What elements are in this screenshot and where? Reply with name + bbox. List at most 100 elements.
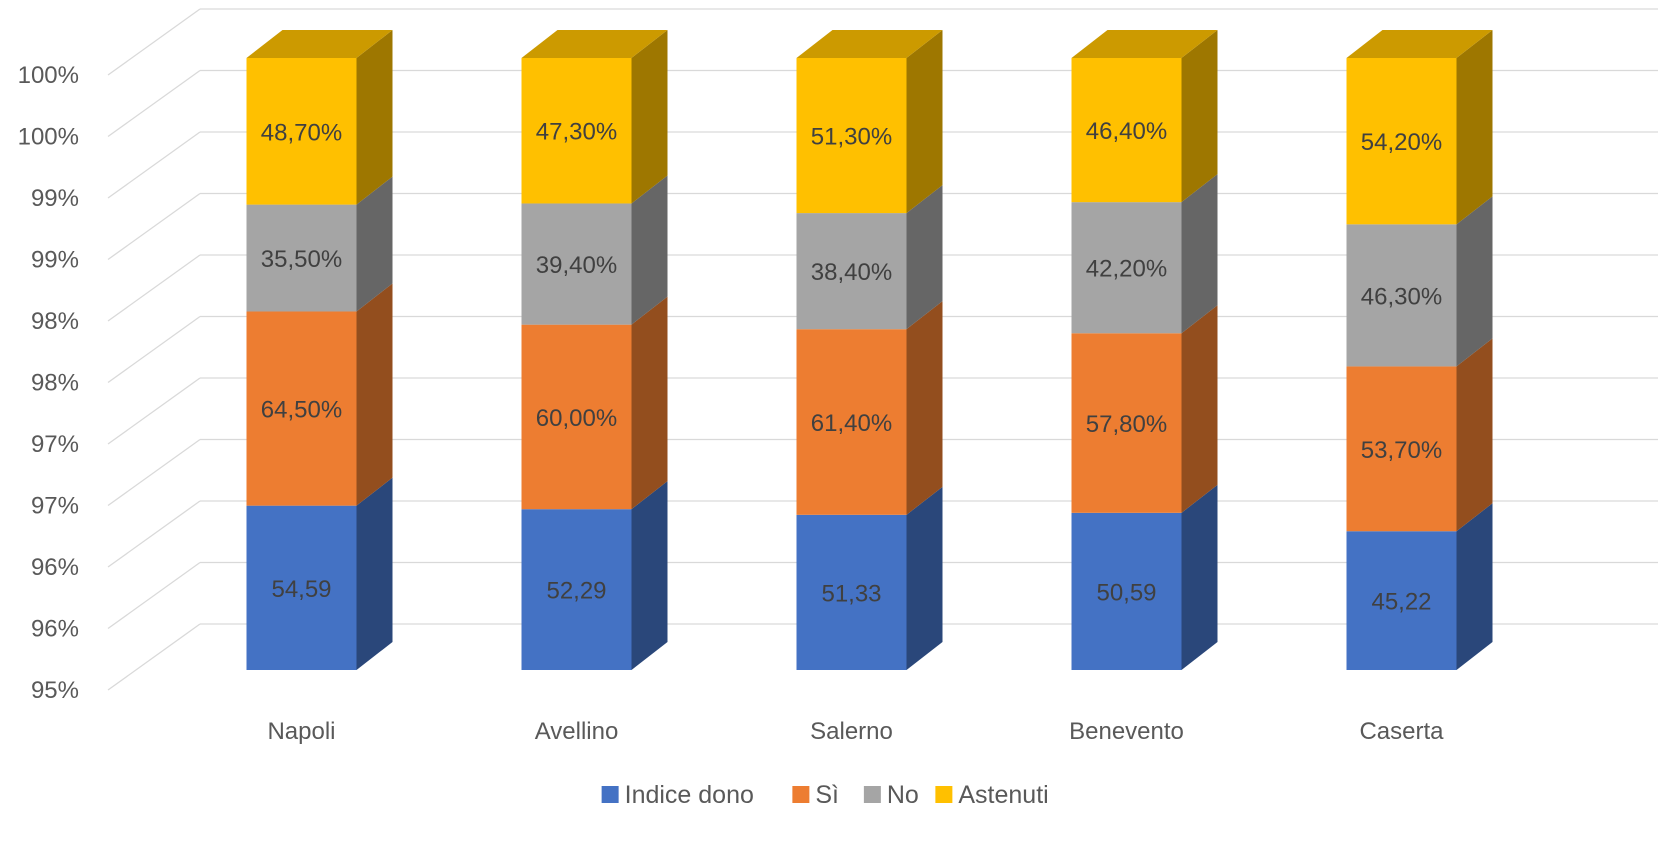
bar-stack: 45,22 53,70% 46,30% 54,20% — [1346, 30, 1493, 670]
data-label: 54,59 — [271, 576, 331, 603]
gridline-side — [107, 438, 201, 507]
legend: Indice dono Sì No Astenuti — [601, 781, 1049, 809]
bar-front — [521, 203, 632, 325]
data-label: 61,40% — [811, 410, 892, 437]
bar-front — [246, 505, 357, 670]
bar-side — [356, 477, 393, 670]
bar-stack: 54,59 64,50% 35,50% 48,70% — [246, 30, 393, 670]
legend-swatch — [792, 786, 810, 803]
bar-segment — [521, 30, 668, 204]
data-label: 46,30% — [1361, 283, 1442, 310]
data-label: 50,59 — [1096, 579, 1156, 606]
bar-segment — [521, 481, 668, 670]
bar-side — [906, 30, 943, 214]
gridline-side — [107, 315, 201, 384]
legend-label: No — [887, 781, 919, 809]
bar-front — [246, 58, 357, 205]
legend-item: Sì — [792, 781, 839, 809]
bar-front — [1346, 366, 1457, 532]
bar-side — [1456, 338, 1493, 532]
gridline-side — [107, 254, 201, 322]
bar-front — [796, 213, 907, 330]
bar-side — [906, 185, 943, 330]
bar-side — [356, 176, 393, 312]
bar-stack: 51,33 61,40% 38,40% 51,30% — [796, 30, 943, 670]
legend-swatch — [601, 786, 619, 803]
bar-stack: 50,59 57,80% 42,20% 46,40% — [1071, 30, 1218, 670]
bar-segment — [796, 486, 943, 670]
y-tick-label: 100% — [18, 62, 79, 89]
bar-top — [521, 30, 668, 58]
data-label: 54,20% — [1361, 129, 1442, 156]
gridline-side — [107, 192, 201, 261]
bar-front — [796, 329, 907, 515]
y-tick-label: 98% — [31, 370, 79, 397]
bar-side — [906, 486, 943, 670]
data-label: 53,70% — [1361, 437, 1442, 464]
bar-side — [356, 30, 393, 205]
bar-segment — [521, 175, 668, 325]
gridline-side — [107, 131, 201, 199]
data-label: 42,20% — [1086, 256, 1167, 283]
bars: 54,59 64,50% 35,50% 48,70% 52,29 60,00% 39,40%… — [246, 30, 1493, 670]
data-label: 48,70% — [261, 119, 342, 146]
data-label: 35,50% — [261, 246, 342, 273]
gridline-side — [107, 561, 201, 630]
legend-swatch — [863, 786, 881, 803]
data-label: 51,30% — [811, 124, 892, 151]
bar-segment — [1071, 174, 1218, 334]
bar-side — [906, 301, 943, 515]
y-tick-label: 98% — [31, 308, 79, 335]
gridline-side — [107, 8, 201, 76]
bar-side — [1456, 503, 1493, 670]
legend-label: Indice dono — [625, 781, 754, 809]
x-tick-label: Benevento — [1069, 718, 1184, 745]
y-tick-label: 96% — [31, 616, 79, 643]
bar-side — [1181, 174, 1218, 334]
y-tick-label: 100% — [18, 124, 79, 151]
legend-item: No — [863, 781, 919, 809]
bar-segment — [796, 185, 943, 330]
bar-side — [631, 175, 668, 325]
data-label: 39,40% — [536, 252, 617, 279]
bar-front — [1346, 58, 1457, 225]
bar-front — [521, 509, 632, 670]
bar-side — [631, 296, 668, 510]
bar-segment — [1071, 30, 1218, 203]
bar-segment — [521, 296, 668, 510]
y-tick-label: 99% — [31, 185, 79, 212]
bar-side — [1181, 484, 1218, 670]
bar-segment — [1071, 484, 1218, 670]
bar-segment — [1346, 338, 1493, 532]
bar-segment — [246, 283, 393, 506]
bar-top — [1346, 30, 1493, 58]
bar-front — [796, 514, 907, 670]
bar-front — [521, 324, 632, 510]
legend-label: Sì — [815, 781, 839, 809]
x-tick-label: Napoli — [267, 718, 335, 745]
y-tick-label: 97% — [31, 431, 79, 458]
bar-front — [1071, 202, 1182, 334]
data-label: 51,33 — [821, 580, 881, 607]
bar-segment — [1346, 503, 1493, 670]
legend-label: Astenuti — [958, 781, 1048, 809]
data-label: 38,40% — [811, 259, 892, 286]
bar-top — [246, 30, 393, 58]
data-label: 57,80% — [1086, 411, 1167, 438]
bar-side — [1456, 30, 1493, 225]
bar-front — [246, 311, 357, 506]
data-label: 46,40% — [1086, 118, 1167, 145]
x-tick-label: Caserta — [1359, 718, 1444, 745]
gridline-side — [107, 500, 201, 568]
y-axis-tick-labels: 95% 96% 96% 97% 97% 98% 98% 99% 99% 100% 100% — [18, 62, 79, 704]
bar-side — [1456, 196, 1493, 367]
bar-segment — [1346, 30, 1493, 225]
gridline-side — [107, 623, 201, 691]
bar-side — [356, 283, 393, 506]
bar-front — [246, 204, 357, 312]
data-label: 64,50% — [261, 397, 342, 424]
data-label: 47,30% — [536, 119, 617, 146]
bar-front — [521, 58, 632, 204]
